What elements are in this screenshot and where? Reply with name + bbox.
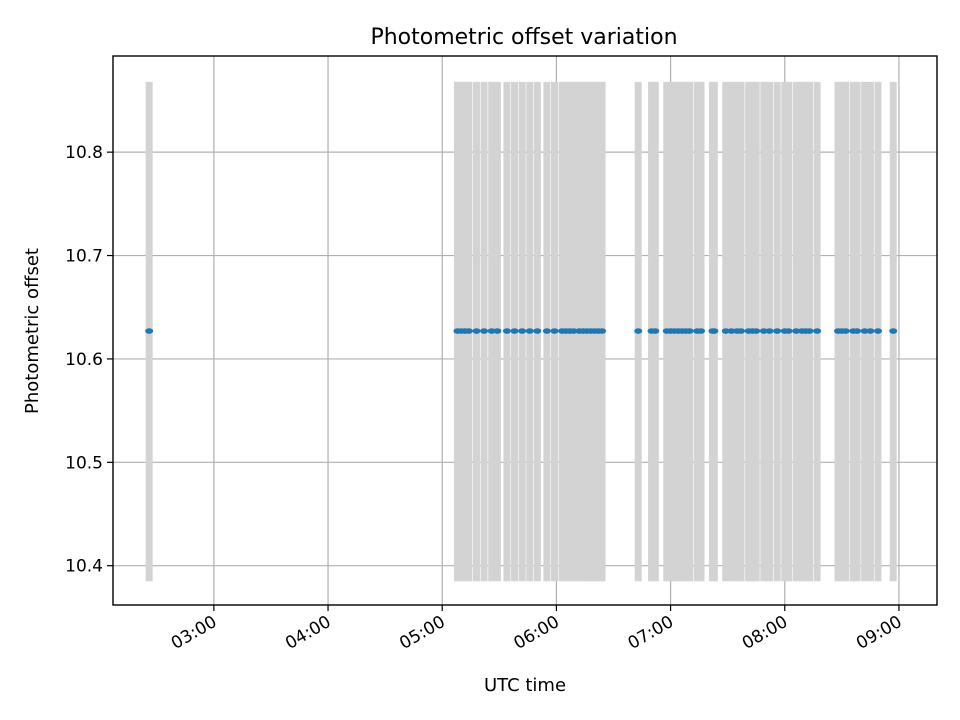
y-tick-label: 10.6 — [65, 350, 103, 370]
data-point — [510, 328, 519, 334]
data-point — [487, 328, 496, 334]
x-tick-label: 04:00 — [282, 612, 334, 654]
data-point — [727, 328, 736, 334]
data-point — [472, 328, 481, 334]
data-point — [493, 328, 502, 334]
x-tick-label: 05:00 — [396, 612, 448, 654]
data-point — [765, 328, 774, 334]
x-axis-label: UTC time — [484, 675, 566, 696]
data-point — [841, 328, 850, 334]
data-point — [866, 328, 875, 334]
y-tick-label: 10.8 — [65, 143, 103, 163]
x-tick-label: 06:00 — [510, 612, 562, 654]
data-point — [710, 328, 719, 334]
data-point — [480, 328, 489, 334]
y-tick-label: 10.7 — [65, 247, 103, 267]
data-point — [569, 328, 578, 334]
data-point — [697, 328, 706, 334]
x-tick-label: 08:00 — [739, 612, 791, 654]
data-point — [464, 328, 473, 334]
data-point — [542, 328, 551, 334]
y-axis-label: Photometric offset — [22, 248, 43, 414]
data-point — [721, 328, 730, 334]
data-point — [518, 328, 527, 334]
y-tick-label: 10.4 — [65, 557, 103, 577]
x-tick-label: 09:00 — [853, 612, 905, 654]
data-point — [792, 328, 801, 334]
data-point — [889, 328, 898, 334]
x-tick-label: 03:00 — [168, 612, 220, 654]
data-point — [773, 328, 782, 334]
data-point — [685, 328, 694, 334]
data-point — [736, 328, 745, 334]
plot-frame — [112, 55, 938, 606]
x-tick-label: 07:00 — [625, 612, 677, 654]
data-point — [813, 328, 822, 334]
data-point — [752, 328, 761, 334]
data-point — [860, 328, 869, 334]
chart-title: Photometric offset variation — [370, 25, 677, 50]
data-point — [598, 328, 607, 334]
data-point — [525, 328, 534, 334]
data-point — [634, 328, 643, 334]
data-point — [853, 328, 862, 334]
point-layer — [145, 328, 898, 334]
data-point — [145, 328, 154, 334]
data-point — [784, 328, 793, 334]
data-point — [759, 328, 768, 334]
data-point — [502, 328, 511, 334]
data-point — [874, 328, 883, 334]
data-point — [805, 328, 814, 334]
data-point — [651, 328, 660, 334]
data-point — [550, 328, 559, 334]
y-tick-label: 10.5 — [65, 453, 103, 473]
data-point — [533, 328, 542, 334]
